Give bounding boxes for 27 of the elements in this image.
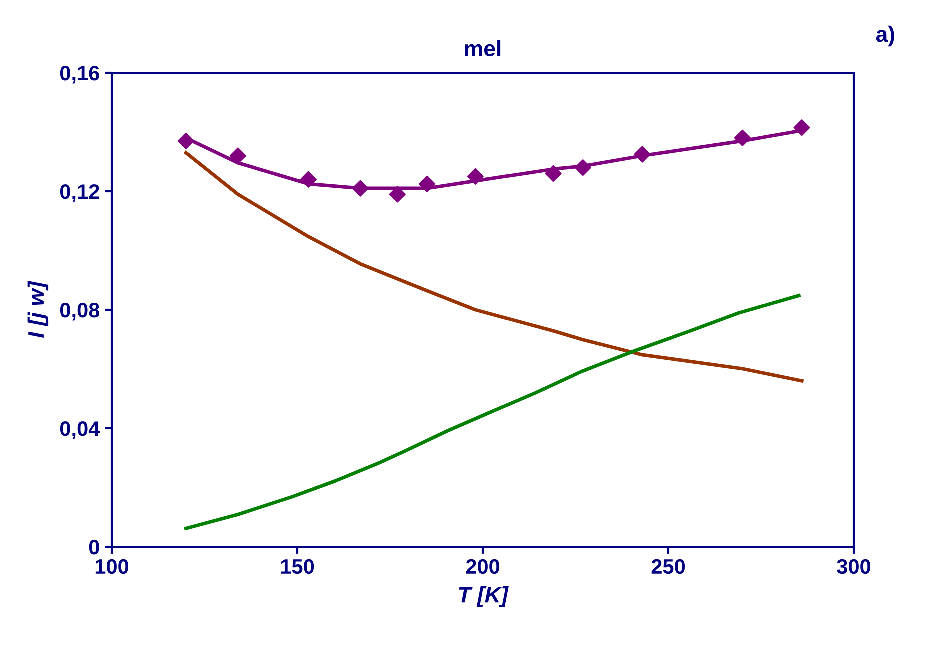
point <box>734 130 751 146</box>
y-axis-title: I [j w] <box>28 281 49 338</box>
point <box>419 176 436 192</box>
x-tick-label: 250 <box>652 559 686 574</box>
line-series <box>184 294 801 530</box>
point <box>794 120 810 136</box>
y-tick-label: 0,04 <box>60 422 100 440</box>
point <box>300 171 317 188</box>
line-series <box>184 151 804 383</box>
x-tick-label: 100 <box>96 559 129 574</box>
chart-title: mel <box>465 40 501 57</box>
x-tick-label: 200 <box>466 559 500 574</box>
y-tick-label: 0 <box>89 540 100 555</box>
x-axis-title: T [K] <box>459 586 509 608</box>
point <box>574 160 592 176</box>
point <box>352 180 369 197</box>
point <box>178 132 194 150</box>
y-tick-label: 0,12 <box>60 184 100 202</box>
y-tick-label: 0,08 <box>60 303 100 321</box>
y-tick-label: 0,16 <box>60 66 100 84</box>
point <box>545 165 562 182</box>
text: a) <box>876 26 894 47</box>
x-tick-label: 300 <box>837 559 871 574</box>
x-tick-label: 150 <box>281 559 314 574</box>
point <box>634 146 651 163</box>
point <box>467 168 484 185</box>
point <box>389 186 406 203</box>
